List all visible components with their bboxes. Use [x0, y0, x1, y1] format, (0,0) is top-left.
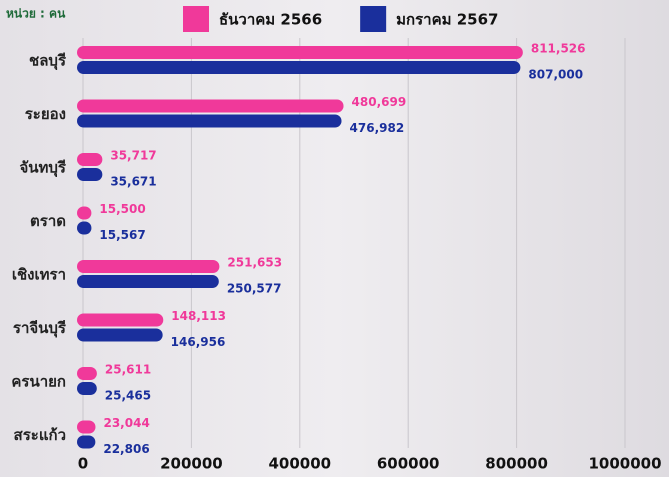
bar	[77, 114, 342, 128]
bar	[77, 46, 523, 59]
value-label: 251,653	[227, 256, 282, 270]
value-label: 15,567	[99, 228, 145, 242]
x-tick-label: 0	[78, 455, 88, 473]
value-label: 480,699	[352, 95, 407, 109]
value-label: 25,611	[105, 363, 151, 377]
y-tick-label: ตราด	[30, 212, 66, 230]
bar	[77, 328, 163, 342]
bar	[77, 206, 92, 220]
bar	[77, 99, 344, 113]
unit-label: หน่วย : คน	[6, 7, 66, 21]
value-label: 250,577	[227, 282, 282, 296]
value-label: 35,671	[110, 175, 156, 189]
bar	[77, 153, 103, 166]
bar	[77, 382, 97, 395]
legend-label: ธันวาคม 2566	[219, 11, 322, 29]
x-tick-label: 200000	[160, 455, 223, 473]
value-label: 476,982	[350, 121, 405, 135]
value-label: 22,806	[103, 442, 149, 456]
bar	[77, 313, 164, 327]
x-tick-label: 1000000	[588, 455, 661, 473]
y-tick-label: ครนายก	[11, 373, 66, 391]
legend-swatch	[360, 6, 387, 32]
y-tick-label: เชิงเทรา	[12, 266, 66, 284]
x-tick-label: 400000	[268, 455, 331, 473]
legend-swatch	[183, 6, 209, 32]
y-tick-label: ระยอง	[25, 105, 66, 123]
value-label: 25,465	[105, 389, 151, 403]
x-tick-label: 800000	[485, 455, 548, 473]
value-label: 807,000	[528, 68, 583, 82]
legend-label: มกราคม 2567	[396, 11, 498, 29]
value-label: 811,526	[531, 42, 586, 56]
bar	[77, 168, 103, 181]
bar	[77, 367, 97, 380]
value-label: 35,717	[110, 149, 156, 163]
bar	[77, 260, 220, 273]
x-tick-label: 600000	[377, 455, 440, 473]
y-tick-label: สระแก้ว	[14, 426, 66, 444]
bar	[77, 275, 219, 288]
bar	[77, 221, 92, 235]
value-label: 148,113	[171, 309, 226, 323]
bar	[77, 435, 96, 449]
value-label: 15,500	[99, 202, 145, 216]
value-label: 23,044	[103, 416, 149, 430]
bar	[77, 420, 96, 434]
bar	[77, 61, 521, 74]
y-tick-label: จันทบุรี	[19, 159, 66, 178]
y-tick-label: ราจีนบุรี	[13, 319, 67, 338]
y-tick-label: ชลบุรี	[29, 52, 67, 71]
value-label: 146,956	[171, 335, 226, 349]
